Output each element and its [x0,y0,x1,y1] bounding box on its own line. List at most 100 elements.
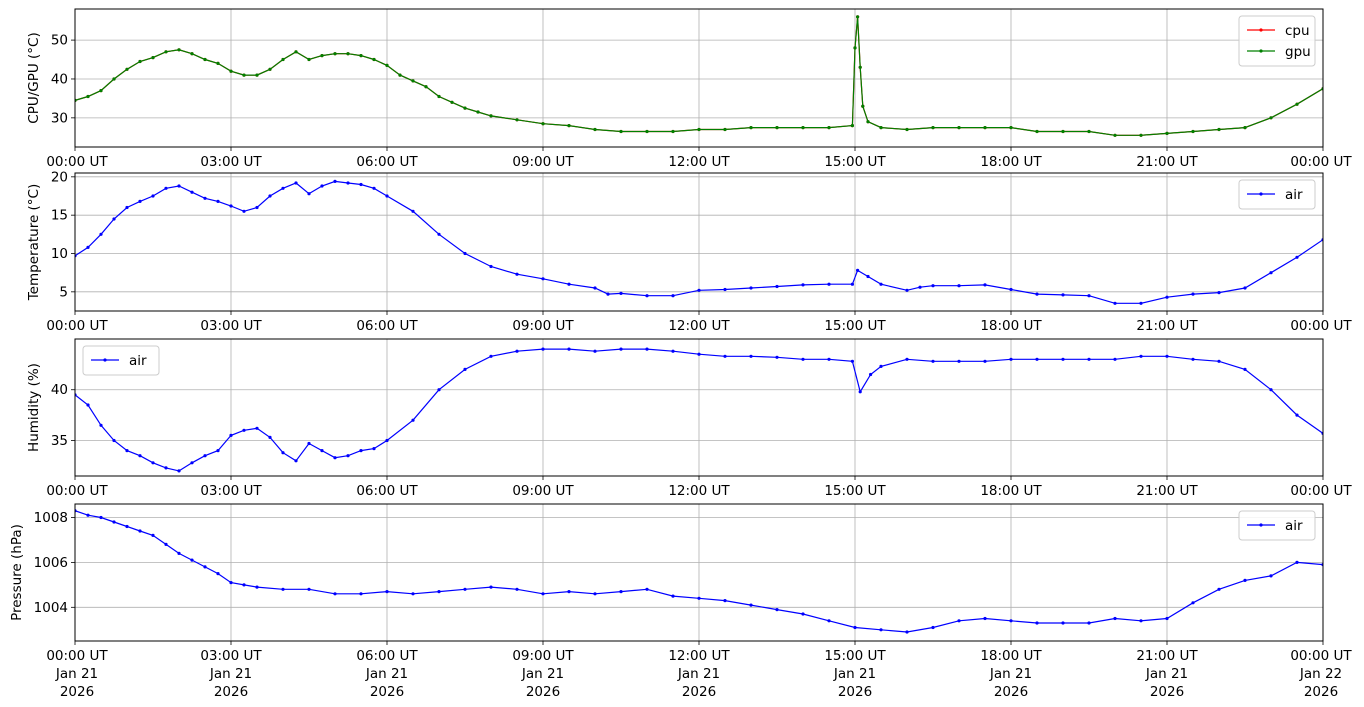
data-point [983,283,987,287]
data-point [593,286,597,290]
data-point [866,274,870,279]
data-point [229,581,233,585]
data-point [307,441,311,446]
legend-box [1238,510,1316,541]
y-tick-label: 30 [51,110,68,126]
y-tick-label: 15 [51,208,68,224]
data-point [723,287,727,292]
data-point [619,291,623,295]
data-point [697,596,701,600]
data-point [1191,292,1195,296]
data-point [151,194,155,198]
data-point [359,592,363,596]
data-point [411,79,415,83]
data-point [255,585,259,589]
x-tick-label: 12:00 UT [668,483,730,499]
data-point [125,205,129,210]
x-tick-label: 09:00 UT [512,154,574,170]
data-point [138,454,142,458]
y-tick-label: 5 [59,284,68,300]
data-point [216,449,220,453]
y-axis-label: Humidity (%) [26,363,42,452]
data-point [645,587,649,591]
x-tick-date: Jan 21 [833,666,876,682]
data-point [866,120,870,124]
data-point [1295,255,1299,259]
data-point [112,438,116,443]
x-tick-label: 03:00 UT [200,648,262,664]
series-gpu [75,15,1323,137]
data-point [671,594,675,598]
x-tick-label: 21:00 UT [1136,154,1198,170]
legend-label: gpu [1285,44,1311,60]
data-point [749,286,753,290]
y-tick-label: 35 [51,433,68,449]
x-tick-date: Jan 21 [1145,666,1188,682]
data-point [775,126,779,130]
y-tick-label: 1006 [34,555,68,571]
data-point [1165,131,1169,135]
data-point [255,426,259,430]
data-point [515,587,519,591]
data-point [385,590,389,594]
data-point [333,52,337,56]
data-point [905,288,909,292]
legend-marker [103,358,107,362]
data-point [268,194,272,198]
y-tick-label: 10 [51,246,68,262]
x-tick-label: 06:00 UT [356,648,418,664]
data-point [983,359,987,363]
data-point [541,347,545,351]
data-point [294,459,298,463]
data-point [856,15,860,19]
data-point [190,190,194,194]
y-tick-label: 1004 [34,600,68,616]
data-point [619,129,623,134]
data-point [346,181,350,185]
data-point [850,282,855,286]
data-point [437,590,441,594]
data-point [619,347,623,351]
data-point [1009,287,1013,292]
data-point [216,61,220,65]
data-point [1165,354,1169,358]
data-point [931,359,935,363]
data-point [957,126,961,130]
data-point [112,217,116,221]
data-point [645,347,649,351]
x-tick-date: Jan 21 [365,666,408,682]
x-tick-year: 2026 [60,684,94,700]
data-point [1269,388,1273,392]
x-tick-label: 18:00 UT [980,483,1042,499]
x-tick-label: 12:00 UT [668,318,730,334]
data-point [203,454,207,458]
x-tick-label: 15:00 UT [824,648,886,664]
y-tick-label: 40 [51,71,68,87]
data-point [1087,621,1091,625]
x-tick-label: 18:00 UT [980,154,1042,170]
data-point [801,283,805,287]
data-point [853,46,857,50]
x-tick-label: 15:00 UT [824,318,886,334]
data-point [86,245,90,249]
data-point [229,433,233,437]
data-point [541,592,545,596]
y-axis-label: Pressure (hPa) [9,524,25,621]
x-tick-label: 18:00 UT [980,318,1042,334]
data-point [1295,560,1299,565]
x-tick-label: 00:00 UT [46,648,108,664]
x-tick-label: 06:00 UT [356,154,418,170]
data-point [99,515,103,520]
data-point [1139,133,1143,137]
data-point [294,50,298,54]
x-tick-year: 2026 [370,684,404,700]
x-tick-label: 18:00 UT [980,648,1042,664]
data-point [879,628,883,632]
data-point [905,127,909,132]
x-tick-date: Jan 21 [55,666,98,682]
legend-marker [1259,192,1263,196]
data-point [86,94,90,99]
data-point [138,529,142,533]
data-point [1113,301,1117,305]
x-tick-label: 00:00 UT [46,483,108,499]
